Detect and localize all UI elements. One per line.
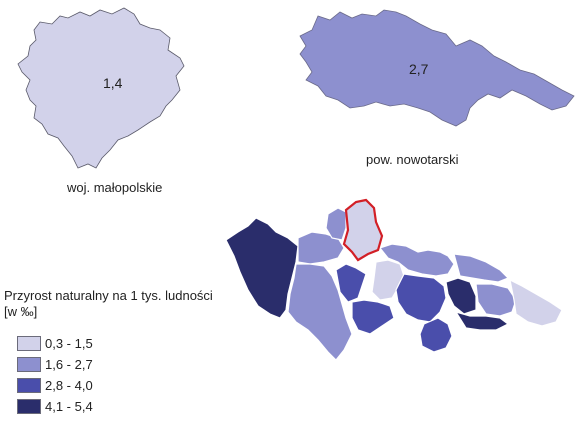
commune-southeast-dark [454, 310, 510, 331]
legend-unit: [w ‰] [4, 304, 38, 319]
legend-row-1: 1,6 - 2,7 [4, 355, 244, 374]
commune-east-tail [509, 278, 563, 327]
legend-label-0: 0,3 - 1,5 [45, 336, 93, 351]
communes-map [225, 198, 563, 361]
legend-row-0: 0,3 - 1,5 [4, 334, 244, 353]
voivodeship-value: 1,4 [103, 75, 123, 91]
legend-swatch-0 [17, 336, 41, 351]
voivodeship-caption: woj. małopolskie [67, 180, 163, 195]
commune-east-mid [475, 283, 517, 317]
map-legend: Przyrost naturalny na 1 tys. ludności [w… [4, 288, 244, 418]
legend-label-2: 2,8 - 4,0 [45, 378, 93, 393]
commune-west [225, 217, 299, 319]
commune-center-east [395, 273, 447, 323]
commune-south-east [419, 317, 453, 353]
voivodeship-region [17, 7, 185, 169]
county-value: 2,7 [409, 61, 429, 77]
legend-row-3: 4,1 - 5,4 [4, 397, 244, 416]
commune-east-dark [445, 277, 477, 315]
legend-row-2: 2,8 - 4,0 [4, 376, 244, 395]
commune-east-far [453, 253, 510, 283]
commune-highlight-outline [342, 198, 384, 262]
county-region [299, 9, 575, 127]
county-caption: pow. nowotarski [366, 152, 459, 167]
commune-north-small [325, 207, 347, 241]
legend-swatch-1 [17, 357, 41, 372]
commune-center-south [351, 299, 395, 335]
legend-label-1: 1,6 - 2,7 [45, 357, 93, 372]
commune-northwest [297, 231, 345, 265]
commune-center-west [335, 263, 367, 303]
legend-label-3: 4,1 - 5,4 [45, 399, 93, 414]
commune-southwest [287, 263, 353, 361]
legend-swatch-2 [17, 378, 41, 393]
legend-title: Przyrost naturalny na 1 tys. ludności [4, 288, 213, 303]
commune-northeast-a [378, 243, 455, 277]
legend-swatch-3 [17, 399, 41, 414]
